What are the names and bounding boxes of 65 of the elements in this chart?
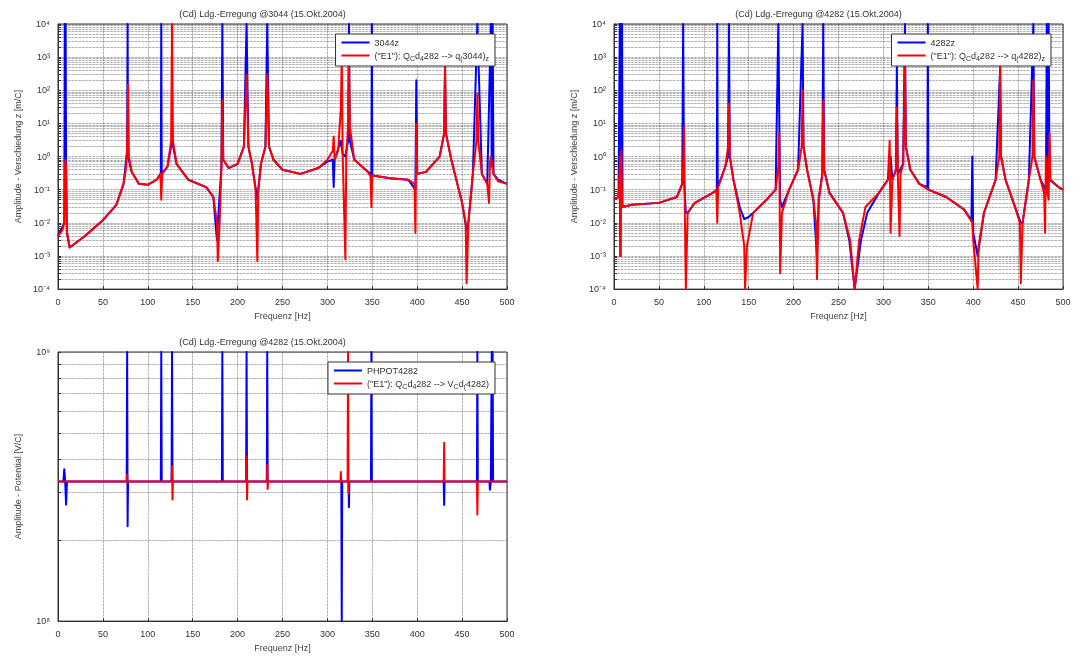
- x-tick-label: 250: [830, 296, 847, 307]
- x-tick-label: 100: [140, 296, 156, 307]
- y-tick-label: 10⁸: [36, 616, 51, 627]
- x-tick-label: 500: [499, 296, 515, 307]
- x-tick-label: 400: [965, 296, 981, 307]
- x-tick-label: 250: [274, 628, 291, 639]
- x-tick-label: 50: [653, 296, 664, 307]
- chart-title: (Cd) Ldg.-Erregung @4282 (15.Okt.2004): [179, 336, 346, 347]
- x-axis-title: Frequenz [Hz]: [254, 310, 311, 321]
- x-tick-label: 0: [55, 628, 61, 639]
- y-tick-label: 10¹: [592, 118, 606, 129]
- x-tick-label: 350: [364, 296, 380, 307]
- y-tick-label: 10⁰: [36, 151, 50, 162]
- x-tick-label: 350: [364, 628, 380, 639]
- y-axis-title: Amplitude - Potential [V/C]: [12, 433, 23, 540]
- x-tick-label: 100: [140, 628, 156, 639]
- x-tick-label: 350: [920, 296, 936, 307]
- legend-label: 4282z: [930, 37, 956, 48]
- x-tick-label: 150: [741, 296, 757, 307]
- x-tick-label: 200: [230, 628, 246, 639]
- y-tick-label: 10⁹: [36, 347, 51, 357]
- y-tick-label: 10⁴: [592, 19, 607, 29]
- y-tick-label: 10⁴: [36, 19, 51, 29]
- x-axis-title: Frequenz [Hz]: [810, 310, 867, 321]
- x-tick-label: 450: [454, 628, 470, 639]
- y-tick-label: 10³: [592, 52, 606, 63]
- x-tick-label: 150: [185, 296, 201, 307]
- x-axis-title: Frequenz [Hz]: [254, 642, 311, 653]
- y-tick-label: 10³: [36, 52, 50, 63]
- x-tick-label: 450: [1010, 296, 1026, 307]
- y-tick-label: 10⁻¹: [589, 184, 606, 195]
- chart-title: (Cd) Ldg.-Erregung @3044 (15.Okt.2004): [179, 8, 346, 19]
- x-tick-label: 500: [1055, 296, 1071, 307]
- y-tick-label: 10⁻³: [33, 250, 50, 261]
- x-tick-label: 300: [319, 628, 335, 639]
- x-tick-label: 100: [696, 296, 712, 307]
- y-tick-label: 10⁻⁴: [33, 284, 51, 295]
- legend-label: 3044z: [374, 37, 400, 48]
- x-tick-label: 450: [454, 296, 470, 307]
- x-tick-label: 400: [409, 296, 425, 307]
- x-tick-label: 0: [55, 296, 61, 307]
- x-tick-label: 250: [274, 296, 291, 307]
- x-tick-label: 50: [97, 296, 108, 307]
- x-tick-label: 200: [230, 296, 246, 307]
- y-tick-label: 10²: [36, 85, 50, 96]
- x-tick-label: 50: [97, 628, 108, 639]
- x-tick-label: 400: [409, 628, 425, 639]
- chart-title: (Cd) Ldg.-Erregung @4282 (15.Okt.2004): [735, 8, 902, 19]
- y-tick-label: 10⁻²: [589, 217, 606, 228]
- x-tick-label: 0: [611, 296, 617, 307]
- x-tick-label: 300: [319, 296, 335, 307]
- x-tick-label: 300: [875, 296, 891, 307]
- y-tick-label: 10⁻¹: [33, 184, 50, 195]
- y-tick-label: 10¹: [36, 118, 50, 129]
- x-tick-label: 500: [499, 628, 515, 639]
- x-tick-label: 150: [185, 628, 201, 639]
- y-tick-label: 10⁻²: [33, 217, 50, 228]
- legend-label: PHPOT4282: [366, 365, 418, 376]
- y-tick-label: 10⁻⁴: [589, 284, 607, 295]
- y-tick-label: 10⁰: [592, 151, 606, 162]
- y-tick-label: 10⁻³: [589, 250, 606, 261]
- y-axis-title: Amplitude - Verschiedung z [m/C]: [12, 89, 23, 224]
- x-tick-label: 200: [786, 296, 802, 307]
- y-tick-label: 10²: [592, 85, 606, 96]
- y-axis-title: Amplitude - Verschiedung z [m/C]: [568, 89, 579, 224]
